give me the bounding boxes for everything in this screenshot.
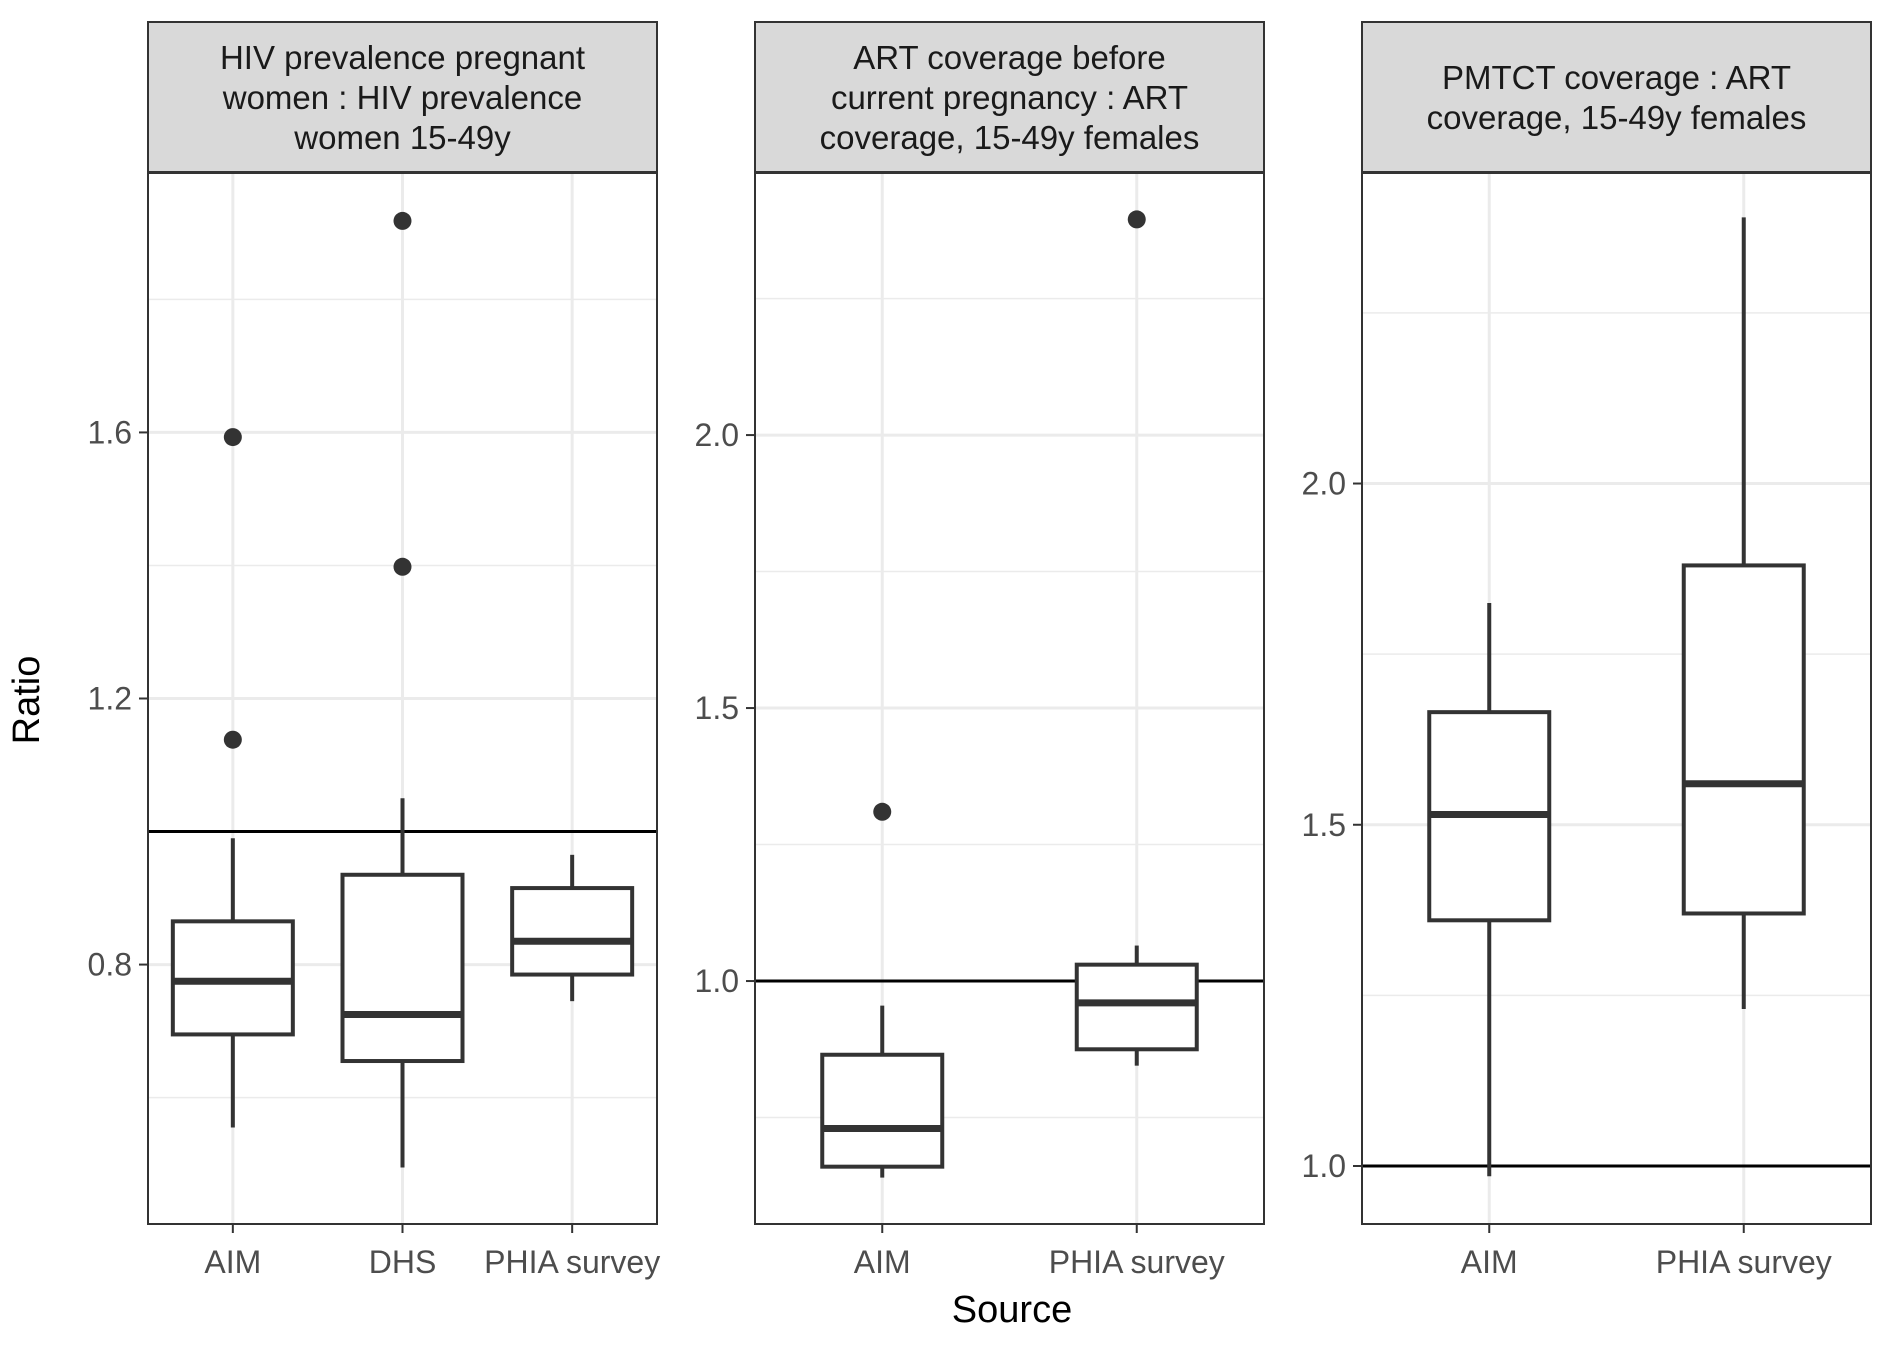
facet-title-line: current pregnancy : ART <box>831 79 1188 116</box>
outlier-point <box>393 557 412 576</box>
x-tick-label: PHIA survey <box>484 1244 660 1280</box>
facet-title-line: coverage, 15-49y females <box>820 119 1200 156</box>
x-tick-label: AIM <box>854 1244 911 1280</box>
x-tick-label: AIM <box>204 1244 261 1280</box>
box-iqr <box>340 872 465 1064</box>
boxplot-aim <box>170 428 295 1128</box>
y-tick-label: 2.0 <box>695 417 739 453</box>
x-axis-title: Source <box>952 1289 1072 1331</box>
boxplot-phia-survey <box>1074 210 1199 1066</box>
facet-title-line: PMTCT coverage : ART <box>1442 59 1791 96</box>
y-tick-label: 1.0 <box>695 963 739 999</box>
panel-border <box>754 172 1265 1225</box>
y-axis-title: Ratio <box>6 656 48 745</box>
y-tick-label: 1.5 <box>695 690 739 726</box>
panel-border <box>1361 172 1872 1225</box>
outlier-point <box>1127 210 1146 229</box>
x-tick-label: PHIA survey <box>1656 1244 1832 1280</box>
y-tick-label: 0.8 <box>88 947 132 983</box>
facet-strip <box>1361 21 1872 173</box>
facet-title-line: coverage, 15-49y females <box>1427 99 1807 136</box>
outlier-point <box>873 802 892 821</box>
x-tick-label: AIM <box>1461 1244 1518 1280</box>
box-iqr <box>1074 962 1199 1052</box>
facet-strip <box>754 21 1265 173</box>
boxplot-aim <box>1427 602 1552 1177</box>
boxplot-dhs <box>340 211 465 1168</box>
x-tick-label: DHS <box>369 1244 437 1280</box>
outlier-point <box>393 211 412 230</box>
facet-title-line: ART coverage before <box>853 39 1165 76</box>
box-iqr <box>820 1052 945 1169</box>
y-tick-label: 1.5 <box>1302 807 1346 843</box>
facet-title-line: women : HIV prevalence <box>222 79 583 116</box>
y-tick-label: 2.0 <box>1302 466 1346 502</box>
y-tick-label: 1.2 <box>88 681 132 717</box>
outlier-point <box>223 730 242 749</box>
outlier-point <box>223 428 242 447</box>
boxplot-aim <box>820 802 945 1178</box>
facet-title-line: HIV prevalence pregnant <box>220 39 585 76</box>
facet-title-line: women 15-49y <box>293 119 511 156</box>
x-tick-label: PHIA survey <box>1049 1244 1225 1280</box>
boxplot-phia-survey <box>510 854 635 1002</box>
boxplot-phia-survey <box>1681 217 1806 1010</box>
box-iqr <box>1681 563 1806 916</box>
y-tick-label: 1.6 <box>88 414 132 450</box>
box-iqr <box>510 886 635 977</box>
y-tick-label: 1.0 <box>1302 1148 1346 1184</box>
facet-strip <box>147 21 658 173</box>
